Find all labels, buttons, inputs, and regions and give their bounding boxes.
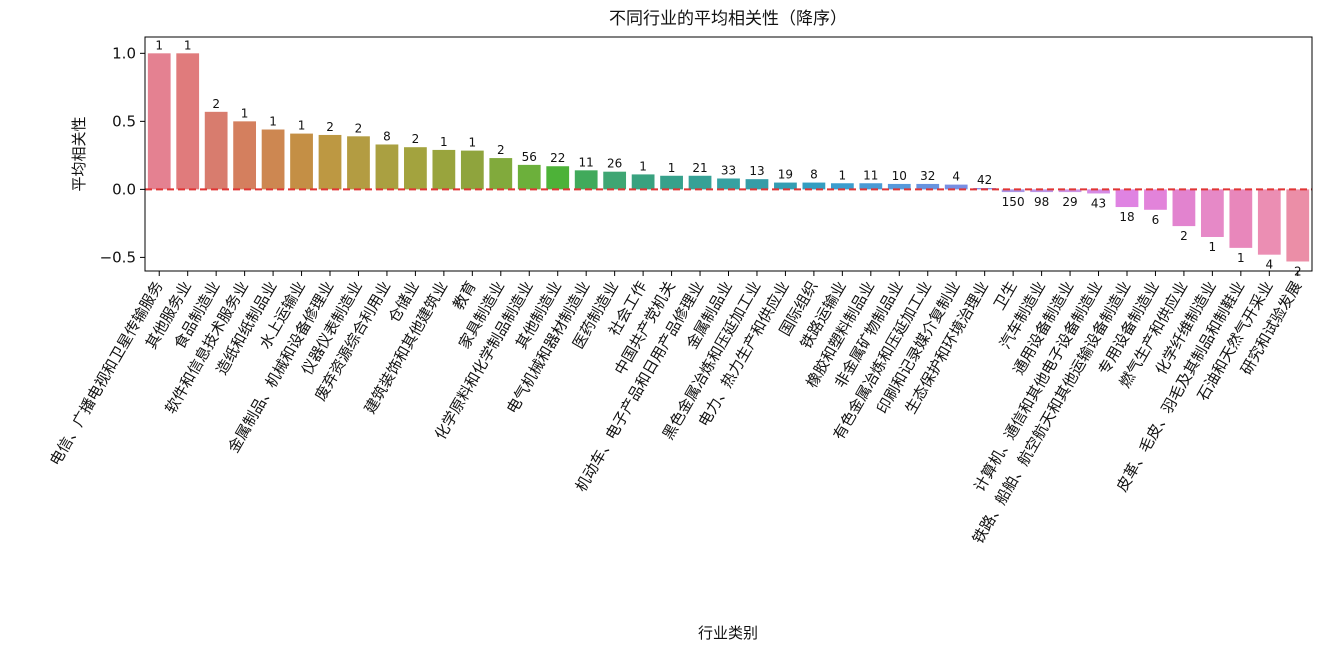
bar [347, 136, 370, 190]
count-label: 29 [1062, 195, 1077, 209]
count-label: 2 [412, 132, 420, 146]
bar [318, 134, 342, 190]
count-label: 1 [298, 119, 306, 133]
count-label: 13 [749, 164, 764, 178]
count-label: 6 [1152, 213, 1160, 227]
bar [660, 175, 683, 190]
count-label: 10 [892, 169, 907, 183]
count-label: 1 [639, 159, 647, 173]
bar [1229, 189, 1253, 248]
bar [859, 183, 883, 190]
count-label: 4 [952, 170, 960, 184]
count-label: 150 [1002, 195, 1025, 209]
count-label: 1 [155, 38, 163, 52]
bar [1001, 189, 1025, 193]
bar [176, 53, 200, 190]
count-label: 33 [721, 163, 736, 177]
count-label: 43 [1091, 196, 1106, 210]
count-label: 2 [1180, 229, 1188, 243]
count-label: 32 [920, 169, 935, 183]
count-label: 1 [1237, 251, 1245, 265]
count-label: 21 [692, 161, 707, 175]
bar [460, 150, 484, 190]
y-tick-label: 1.0 [112, 44, 136, 62]
bar [887, 183, 911, 190]
chart-title: 不同行业的平均相关性（降序） [609, 9, 847, 29]
bar [1172, 189, 1196, 227]
bar [688, 175, 712, 190]
bar [830, 183, 854, 190]
count-label: 2 [355, 121, 363, 135]
bar [774, 182, 797, 190]
count-label: 56 [522, 150, 537, 164]
count-label: 18 [1119, 210, 1134, 224]
count-label: 22 [550, 151, 565, 165]
x-tick-label: 计算机、通信和其他电子设备制造业 [970, 278, 1106, 495]
bar [1200, 189, 1224, 237]
bar [1030, 189, 1053, 193]
y-tick-label: −0.5 [100, 248, 136, 266]
count-label: 1 [269, 115, 277, 129]
bar [1144, 189, 1167, 210]
bar [631, 174, 655, 190]
bar [204, 111, 228, 190]
bar [916, 183, 940, 190]
count-label: 1 [668, 161, 676, 175]
count-label: 2 [326, 120, 334, 134]
bar [233, 121, 257, 190]
bar [1087, 189, 1110, 194]
bar [432, 149, 456, 190]
bar [603, 171, 627, 190]
bar [290, 133, 313, 190]
bar [147, 53, 171, 190]
count-label: 2 [497, 143, 505, 157]
bar [1286, 189, 1310, 262]
count-label: 1 [241, 106, 249, 120]
count-label: 11 [863, 168, 878, 182]
count-label: 42 [977, 173, 992, 187]
count-label: 4 [1265, 258, 1273, 272]
y-axis-label: 平均相关性 [70, 116, 88, 191]
count-label: 1 [839, 168, 847, 182]
bar [1115, 189, 1139, 208]
count-label: 8 [810, 168, 818, 182]
bar [404, 147, 427, 190]
count-label: 19 [778, 168, 793, 182]
plot-frame [144, 36, 1313, 272]
x-axis-label: 行业类别 [698, 624, 758, 642]
bar [261, 129, 285, 190]
y-tick-label: 0.0 [112, 180, 136, 198]
bar [717, 178, 740, 190]
bar [944, 184, 968, 190]
count-label: 1 [469, 136, 477, 150]
count-label: 1 [184, 38, 192, 52]
bar [745, 179, 769, 190]
bar [375, 144, 399, 190]
bar [1257, 189, 1281, 255]
count-label: 11 [579, 155, 594, 169]
bar [574, 170, 598, 190]
bar [802, 182, 826, 190]
bar [489, 158, 513, 190]
bar [1058, 189, 1082, 193]
bar [517, 164, 541, 190]
bar [546, 166, 570, 190]
count-label: 1 [440, 135, 448, 149]
count-label: 26 [607, 157, 622, 171]
y-tick-label: 0.5 [112, 112, 136, 130]
count-label: 8 [383, 129, 391, 143]
x-tick-label: 电信、广播电视和卫星传输服务 [46, 278, 167, 469]
count-label: 1 [1209, 240, 1217, 254]
count-label: 98 [1034, 195, 1049, 209]
count-label: 2 [212, 97, 220, 111]
